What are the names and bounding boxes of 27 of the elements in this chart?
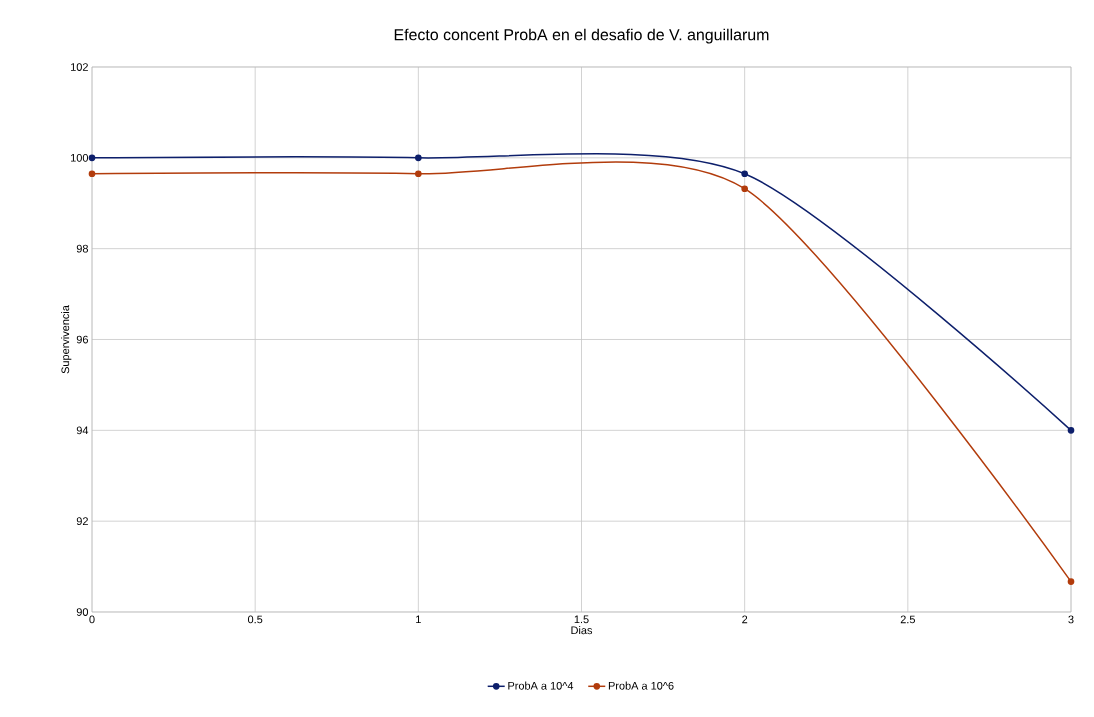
legend-label: ProbA a 10^6 [608,681,674,690]
y-tick-label: 100 [71,153,89,162]
chart-title: Efecto concent ProbA en el desafio de V. anguillarum [394,28,769,44]
point [415,170,422,178]
point [741,185,749,193]
x-axis-title: Dias [571,626,593,635]
x-tick-label: 1.5 [574,615,589,624]
y-tick-label: 96 [76,335,88,344]
x-tick-label: 2 [742,615,748,624]
x-tick-label: 3 [1068,615,1074,624]
point [415,154,422,162]
point [88,154,96,162]
x-tick-label: 0 [89,615,95,624]
x-tick-label: 0.5 [247,615,263,624]
point [1067,578,1075,585]
y-tick-label: 102 [71,63,88,71]
y-tick-label: 94 [76,426,89,435]
y-tick-label: 90 [76,608,89,616]
legend-label: ProbA a 10^4 [508,681,574,690]
x-tick-label: 2.5 [900,615,915,624]
point [88,170,96,178]
y-axis-title: Supervivencia [61,305,72,374]
y-tick-label: 92 [76,517,88,526]
point [1067,426,1075,434]
y-tick-label: 98 [76,244,88,253]
point [741,170,749,178]
x-tick-label: 1 [416,615,421,624]
